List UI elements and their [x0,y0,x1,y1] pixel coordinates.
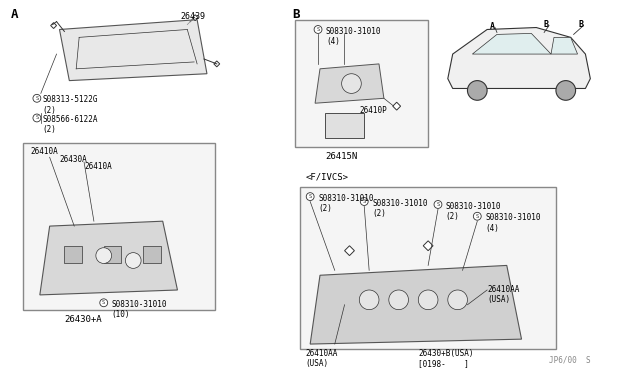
Circle shape [96,248,111,263]
Text: 26430+B(USA)
[0198-    ]: 26430+B(USA) [0198- ] [419,349,474,368]
Polygon shape [393,102,401,110]
Text: 26439: 26439 [180,12,205,21]
Text: 26410P: 26410P [359,106,387,115]
Bar [300,187,556,349]
Text: S08310-31010
(2): S08310-31010 (2) [446,202,501,221]
Circle shape [556,81,575,100]
Text: 26410A: 26410A [84,162,112,171]
Text: S08310-31010
(2): S08310-31010 (2) [372,199,428,218]
Text: S08310-31010
(4): S08310-31010 (4) [326,26,381,46]
Circle shape [33,94,41,102]
Bar [143,246,161,263]
Text: B: B [579,20,584,29]
Text: S08313-5122G
(2): S08313-5122G (2) [43,95,99,115]
Text: S: S [35,96,38,101]
Text: 26410A: 26410A [30,147,58,157]
Text: S: S [308,194,312,199]
Polygon shape [315,64,384,103]
Circle shape [100,299,108,307]
Circle shape [314,26,322,33]
Text: B: B [543,20,548,29]
Text: S: S [363,199,366,204]
Text: S08566-6122A
(2): S08566-6122A (2) [43,115,99,134]
Circle shape [389,290,408,310]
Circle shape [434,201,442,208]
Polygon shape [310,265,522,344]
Circle shape [467,81,487,100]
Bar [296,20,428,147]
Bar [325,113,364,138]
Text: 26415N: 26415N [325,153,357,161]
Polygon shape [448,28,590,89]
Circle shape [448,290,467,310]
Polygon shape [40,221,177,295]
Circle shape [419,290,438,310]
Polygon shape [60,20,207,81]
Text: <F/IVCS>: <F/IVCS> [305,172,348,181]
Text: S08310-31010
(4): S08310-31010 (4) [485,213,541,233]
Bar [104,246,122,263]
Circle shape [342,74,362,93]
Text: 26410AA
(USA): 26410AA (USA) [487,285,520,304]
Circle shape [360,198,368,205]
Text: JP6/00  S: JP6/00 S [548,356,590,365]
Polygon shape [551,37,577,54]
Circle shape [359,290,379,310]
Text: S: S [102,300,106,305]
Text: S: S [436,202,440,207]
Circle shape [306,193,314,201]
Circle shape [33,114,41,122]
Polygon shape [214,61,220,67]
Text: S08310-31010
(2): S08310-31010 (2) [318,194,374,213]
Text: 26430+A: 26430+A [65,315,102,324]
Polygon shape [51,23,56,29]
Text: S: S [35,115,38,121]
Text: S08310-31010
(10): S08310-31010 (10) [111,300,167,319]
Polygon shape [472,33,551,54]
Text: A: A [10,8,18,21]
Text: A: A [490,22,495,31]
Text: 26430A: 26430A [60,155,87,164]
Polygon shape [344,246,355,256]
Text: S: S [476,214,479,219]
Circle shape [474,212,481,220]
Text: 26410AA
(USA): 26410AA (USA) [305,349,338,368]
Circle shape [125,253,141,268]
Text: B: B [292,8,300,21]
Text: S: S [316,27,319,32]
Bar [23,142,215,310]
Bar [65,246,82,263]
Polygon shape [423,241,433,251]
Polygon shape [192,15,198,20]
